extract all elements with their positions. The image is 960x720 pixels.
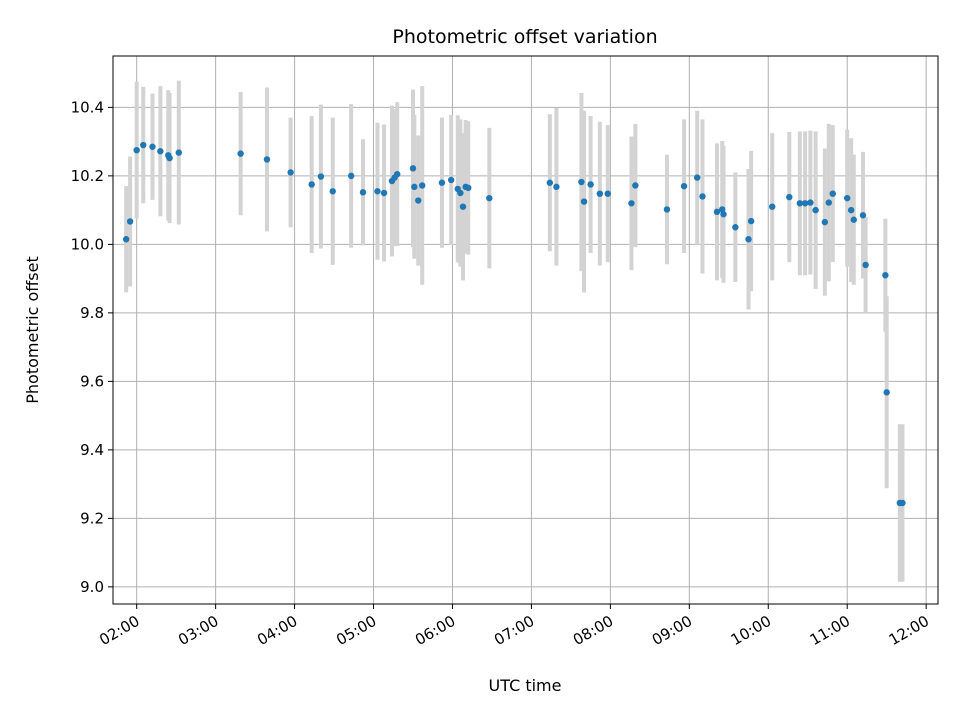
data-point [632, 182, 639, 189]
y-tick-label: 9.4 [80, 441, 104, 459]
data-point [411, 183, 418, 191]
data-point [747, 217, 755, 225]
data-point [394, 170, 401, 178]
y-axis-title: Photometric offset [23, 256, 42, 404]
data-point [380, 189, 388, 197]
data-point [419, 182, 426, 189]
data-point [812, 206, 819, 214]
data-point [596, 190, 604, 197]
data-point [237, 150, 244, 157]
data-point [486, 194, 493, 202]
plot-frame [112, 55, 939, 605]
data-point [720, 211, 727, 218]
y-tick-label: 10.4 [71, 98, 104, 116]
data-point [409, 165, 417, 172]
data-point [374, 188, 381, 195]
y-tick-label: 10.0 [71, 235, 104, 253]
y-tick-label: 10.2 [71, 167, 104, 185]
data-point [680, 182, 688, 190]
y-tick-label: 9.2 [80, 509, 104, 527]
data-point [287, 169, 294, 176]
data-point [263, 156, 271, 163]
data-point [459, 203, 467, 210]
data-point [745, 236, 752, 243]
y-tick-label: 9.6 [80, 372, 104, 390]
data-point [415, 197, 422, 204]
data-point [329, 188, 336, 195]
data-point [786, 193, 793, 201]
data-point [694, 174, 701, 181]
data-point [126, 218, 134, 225]
data-point [347, 172, 355, 180]
data-point [859, 212, 867, 219]
point-layer [122, 141, 906, 507]
data-point [587, 181, 594, 188]
data-point [580, 198, 588, 205]
data-point [553, 183, 560, 191]
data-point [140, 141, 147, 149]
data-point [317, 173, 325, 180]
data-point [850, 216, 857, 223]
data-point [899, 499, 906, 507]
chart-title: Photometric offset variation [392, 26, 657, 48]
data-point [438, 179, 446, 186]
data-point [862, 261, 869, 269]
data-point [578, 178, 585, 186]
y-tick-label: 9.0 [80, 578, 104, 596]
data-point [133, 146, 140, 154]
y-tick-label: 9.8 [80, 304, 104, 322]
y-axis-ticks: 9.0 9.2 9.4 9.6 9.8 10.0 10.2 10.4 [71, 98, 113, 596]
data-point [122, 236, 130, 243]
data-point [801, 200, 809, 207]
data-point [465, 184, 472, 192]
data-point [628, 200, 635, 207]
data-point [166, 154, 173, 162]
data-point [604, 190, 611, 197]
data-point [825, 199, 832, 206]
grid-lines [113, 56, 938, 604]
data-point [847, 206, 855, 214]
data-point [713, 208, 721, 216]
data-point [447, 176, 455, 184]
data-point [829, 190, 836, 197]
data-point [359, 189, 367, 196]
data-point [883, 389, 890, 396]
data-point [663, 206, 671, 213]
data-point [807, 199, 814, 206]
data-point [308, 181, 315, 188]
data-point [157, 148, 164, 155]
data-point [457, 189, 464, 197]
data-point [699, 193, 706, 200]
x-axis-title: UTC time [489, 676, 562, 695]
data-point [175, 149, 182, 156]
data-point [149, 143, 156, 150]
data-point [821, 218, 829, 226]
data-point [882, 272, 889, 279]
data-point [796, 200, 804, 207]
data-point [769, 203, 776, 210]
data-point [732, 224, 739, 231]
data-point [719, 206, 726, 213]
data-point [546, 179, 554, 186]
data-point [844, 194, 851, 202]
